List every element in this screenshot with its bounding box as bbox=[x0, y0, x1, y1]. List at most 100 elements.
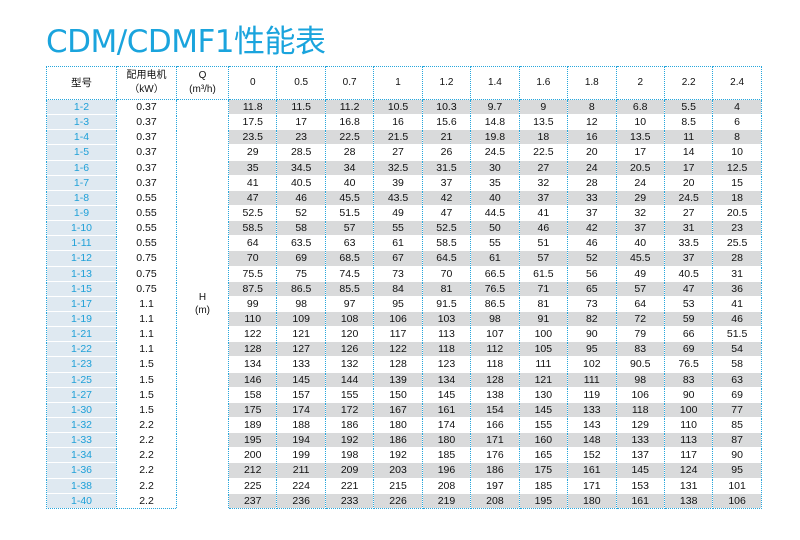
model-cell: 1-11 bbox=[46, 235, 117, 251]
head-value-cell: 226 bbox=[373, 493, 423, 509]
head-value-cell: 186 bbox=[325, 417, 375, 433]
head-value-cell: 64.5 bbox=[422, 250, 472, 267]
head-value-cell: 18 bbox=[519, 129, 569, 145]
head-value-cell: 186 bbox=[373, 432, 423, 448]
head-value-cell: 47 bbox=[228, 190, 278, 206]
head-value-cell: 180 bbox=[567, 493, 617, 509]
head-value-cell: 66.5 bbox=[470, 266, 520, 282]
head-value-cell: 64 bbox=[228, 235, 278, 251]
head-value-cell: 40 bbox=[470, 190, 520, 206]
head-value-cell: 21 bbox=[422, 129, 472, 145]
head-value-cell: 73 bbox=[373, 266, 423, 282]
head-value-cell: 75 bbox=[276, 266, 326, 282]
model-cell: 1-8 bbox=[46, 190, 117, 206]
head-value-cell: 134 bbox=[228, 356, 278, 373]
head-value-cell: 215 bbox=[373, 478, 423, 494]
power-cell: 2.2 bbox=[116, 462, 177, 479]
head-value-cell: 11.5 bbox=[276, 99, 326, 115]
head-value-cell: 21.5 bbox=[373, 129, 423, 145]
head-value-cell: 68.5 bbox=[325, 250, 375, 267]
flow-header-10: 2.4 bbox=[712, 66, 762, 100]
head-value-cell: 35 bbox=[228, 160, 278, 176]
head-value-cell: 102 bbox=[567, 356, 617, 373]
head-value-cell: 118 bbox=[616, 402, 665, 418]
head-value-cell: 110 bbox=[664, 417, 714, 433]
head-value-cell: 54 bbox=[712, 341, 762, 357]
power-cell: 1.5 bbox=[116, 387, 177, 403]
model-cell: 1-13 bbox=[46, 266, 117, 282]
head-value-cell: 16.8 bbox=[325, 114, 375, 130]
model-cell: 1-7 bbox=[46, 175, 117, 191]
head-value-cell: 90 bbox=[712, 447, 762, 463]
head-value-cell: 45.5 bbox=[325, 190, 375, 206]
head-value-cell: 63 bbox=[325, 235, 375, 251]
head-value-cell: 195 bbox=[519, 493, 569, 509]
head-value-cell: 171 bbox=[567, 478, 617, 494]
head-value-cell: 87 bbox=[712, 432, 762, 448]
head-value-cell: 120 bbox=[325, 326, 375, 342]
model-cell: 1-5 bbox=[46, 144, 117, 161]
power-cell: 0.75 bbox=[116, 266, 177, 282]
flow-header-7: 1.8 bbox=[567, 66, 617, 100]
head-value-cell: 17 bbox=[616, 144, 665, 161]
head-value-cell: 200 bbox=[228, 447, 278, 463]
head-value-cell: 175 bbox=[228, 402, 278, 418]
head-value-cell: 8 bbox=[567, 99, 617, 115]
head-value-cell: 117 bbox=[664, 447, 714, 463]
head-value-cell: 49 bbox=[616, 266, 665, 282]
head-value-cell: 19.8 bbox=[470, 129, 520, 145]
head-value-cell: 41 bbox=[519, 205, 569, 221]
head-value-cell: 76.5 bbox=[470, 281, 520, 297]
head-value-cell: 161 bbox=[616, 493, 665, 509]
power-column-header: 配用电机 （kW） bbox=[116, 66, 177, 100]
table-row: 1-27 1.5 158 157 155 150 145 138 130 119 106 90 69 bbox=[46, 387, 762, 403]
flow-header-6: 1.6 bbox=[518, 66, 569, 100]
head-value-cell: 221 bbox=[325, 478, 375, 494]
head-label-line1: H bbox=[198, 291, 207, 303]
model-cell: 1-2 bbox=[46, 99, 117, 115]
head-value-cell: 153 bbox=[616, 478, 665, 494]
head-value-cell: 6.8 bbox=[616, 99, 665, 115]
head-value-cell: 91 bbox=[519, 311, 569, 327]
head-value-cell: 127 bbox=[276, 341, 326, 357]
power-cell: 0.37 bbox=[116, 175, 177, 191]
table-body: 1-2 0.37 H (m) 11.8 11.5 11.2 10.5 10.3 9.7 9 8 6.8 5… bbox=[46, 99, 762, 509]
table-row: 1-38 2.2 225 224 221 215 208 197 185 171 153 131 101 bbox=[46, 478, 762, 494]
head-value-cell: 23.5 bbox=[228, 129, 278, 145]
head-value-cell: 24.5 bbox=[470, 144, 520, 161]
model-cell: 1-6 bbox=[46, 160, 117, 176]
head-value-cell: 22.5 bbox=[325, 129, 375, 145]
power-cell: 1.1 bbox=[116, 296, 177, 312]
head-value-cell: 13.5 bbox=[519, 114, 569, 130]
model-cell: 1-15 bbox=[46, 281, 117, 297]
head-value-cell: 59 bbox=[664, 311, 714, 327]
power-cell: 1.1 bbox=[116, 311, 177, 327]
head-value-cell: 180 bbox=[422, 432, 472, 448]
head-value-cell: 52 bbox=[276, 205, 326, 221]
table-row: 1-8 0.55 47 46 45.5 43.5 42 40 37 33 29 24.5 18 bbox=[46, 190, 762, 206]
head-value-cell: 64 bbox=[616, 296, 665, 312]
power-header-line1: 配用电机 bbox=[126, 70, 167, 81]
head-value-cell: 160 bbox=[519, 432, 569, 448]
table-row: 1-22 1.1 128 127 126 122 118 112 105 95 83 69 54 bbox=[46, 341, 762, 357]
head-value-cell: 16 bbox=[567, 129, 617, 145]
head-value-cell: 174 bbox=[422, 417, 472, 433]
head-value-cell: 6 bbox=[712, 114, 762, 130]
head-value-cell: 40 bbox=[325, 175, 375, 191]
model-cell: 1-34 bbox=[46, 447, 117, 463]
head-value-cell: 133 bbox=[616, 432, 665, 448]
head-value-cell: 134 bbox=[422, 372, 472, 388]
head-value-cell: 11.8 bbox=[228, 99, 278, 115]
head-value-cell: 17.5 bbox=[228, 114, 278, 130]
table-row: 1-2 0.37 H (m) 11.8 11.5 11.2 10.5 10.3 9.7 9 8 6.8 5… bbox=[46, 99, 762, 509]
head-value-cell: 91.5 bbox=[422, 296, 472, 312]
head-value-cell: 47 bbox=[422, 205, 472, 221]
head-value-cell: 112 bbox=[470, 341, 520, 357]
head-value-cell: 40.5 bbox=[276, 175, 326, 191]
head-value-cell: 75.5 bbox=[228, 266, 278, 282]
head-value-cell: 31 bbox=[712, 266, 762, 282]
model-cell: 1-17 bbox=[46, 296, 117, 312]
head-value-cell: 126 bbox=[325, 341, 375, 357]
head-value-cell: 71 bbox=[519, 281, 569, 297]
head-value-cell: 49 bbox=[373, 205, 423, 221]
